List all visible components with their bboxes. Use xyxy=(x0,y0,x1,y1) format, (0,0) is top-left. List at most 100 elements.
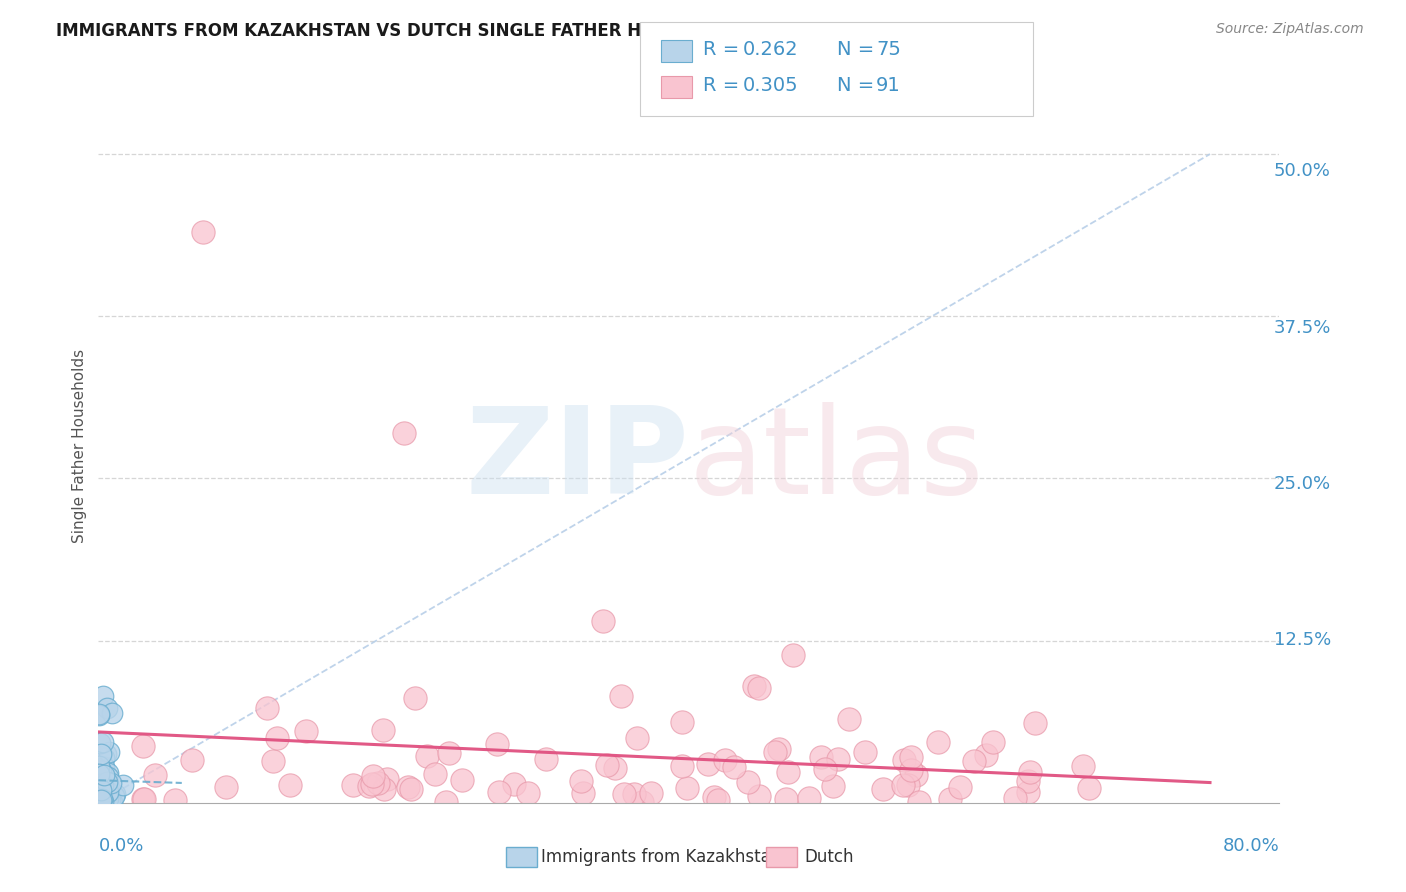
Point xyxy=(650,779,672,793)
Point xyxy=(983,740,1005,755)
Point xyxy=(169,774,191,789)
Text: 0.305: 0.305 xyxy=(742,76,799,95)
Point xyxy=(321,696,343,710)
Point xyxy=(415,771,437,785)
Point xyxy=(177,700,200,714)
Text: R =: R = xyxy=(703,76,740,95)
Point xyxy=(165,759,187,773)
Point xyxy=(703,709,725,723)
Point xyxy=(173,782,195,797)
Point xyxy=(427,773,450,788)
Point xyxy=(858,706,880,721)
Point xyxy=(173,758,195,772)
Point xyxy=(769,674,792,689)
Y-axis label: Single Father Households: Single Father Households xyxy=(72,353,87,548)
Point xyxy=(166,777,188,791)
Point xyxy=(427,716,450,731)
Text: N =: N = xyxy=(837,40,873,60)
Text: Immigrants from Kazakhstan: Immigrants from Kazakhstan xyxy=(541,848,782,866)
Point xyxy=(166,774,188,789)
Point xyxy=(703,752,725,766)
Point xyxy=(907,770,929,784)
Point xyxy=(356,717,378,731)
Point xyxy=(166,771,188,785)
Point xyxy=(167,777,190,791)
Point xyxy=(534,777,557,791)
Point xyxy=(172,766,194,780)
Point xyxy=(418,769,440,783)
Point xyxy=(453,773,475,788)
Point xyxy=(169,753,191,767)
Point xyxy=(939,729,962,743)
Point xyxy=(1024,757,1046,772)
Point xyxy=(806,645,828,659)
Point xyxy=(889,773,911,788)
Point xyxy=(173,776,195,790)
Point xyxy=(630,612,652,626)
Point xyxy=(235,784,257,798)
Point xyxy=(167,767,190,781)
Point xyxy=(423,767,446,781)
Point xyxy=(166,768,188,782)
Point xyxy=(166,756,188,770)
Point xyxy=(329,724,352,739)
Point xyxy=(960,772,983,786)
Point xyxy=(166,766,188,780)
Point xyxy=(548,768,571,782)
Point xyxy=(177,786,200,800)
Point xyxy=(612,778,634,792)
Point xyxy=(533,730,555,744)
Point xyxy=(167,783,190,797)
Point xyxy=(166,764,188,778)
Point xyxy=(727,750,749,764)
Point xyxy=(1028,710,1050,724)
Point xyxy=(177,768,200,782)
Point xyxy=(973,747,995,761)
Point xyxy=(922,786,945,800)
Point xyxy=(167,784,190,798)
Point xyxy=(166,756,188,771)
Point xyxy=(1022,776,1045,790)
Point xyxy=(169,787,191,801)
Point xyxy=(610,766,633,780)
Point xyxy=(173,762,195,776)
Point xyxy=(820,782,842,797)
Point xyxy=(950,783,973,797)
Point xyxy=(166,779,188,793)
Point xyxy=(457,685,479,699)
Point xyxy=(172,778,194,792)
Point xyxy=(485,786,508,800)
Point xyxy=(835,754,858,768)
Text: N =: N = xyxy=(837,76,873,95)
Point xyxy=(169,684,191,698)
Point xyxy=(169,772,191,786)
Point xyxy=(872,738,894,752)
Point xyxy=(180,779,202,793)
Text: 0.0%: 0.0% xyxy=(98,837,143,855)
Point xyxy=(773,780,796,795)
Point xyxy=(848,744,870,758)
Point xyxy=(658,779,681,793)
Point xyxy=(842,771,865,785)
Point xyxy=(170,786,193,800)
Point xyxy=(176,784,198,798)
Point xyxy=(165,783,187,797)
Point xyxy=(165,780,187,795)
Point xyxy=(174,738,197,752)
Point xyxy=(1073,751,1095,765)
Point xyxy=(166,702,188,716)
Point xyxy=(167,786,190,800)
Point xyxy=(180,780,202,795)
Point xyxy=(165,751,187,765)
Point xyxy=(166,739,188,754)
Point xyxy=(742,746,765,760)
Point xyxy=(737,784,759,798)
Point xyxy=(488,739,510,754)
Point xyxy=(450,772,472,786)
Point xyxy=(169,785,191,799)
Point xyxy=(751,752,773,766)
Text: Dutch: Dutch xyxy=(804,848,853,866)
Point xyxy=(167,773,190,788)
Point xyxy=(675,778,697,792)
Point xyxy=(165,779,187,793)
